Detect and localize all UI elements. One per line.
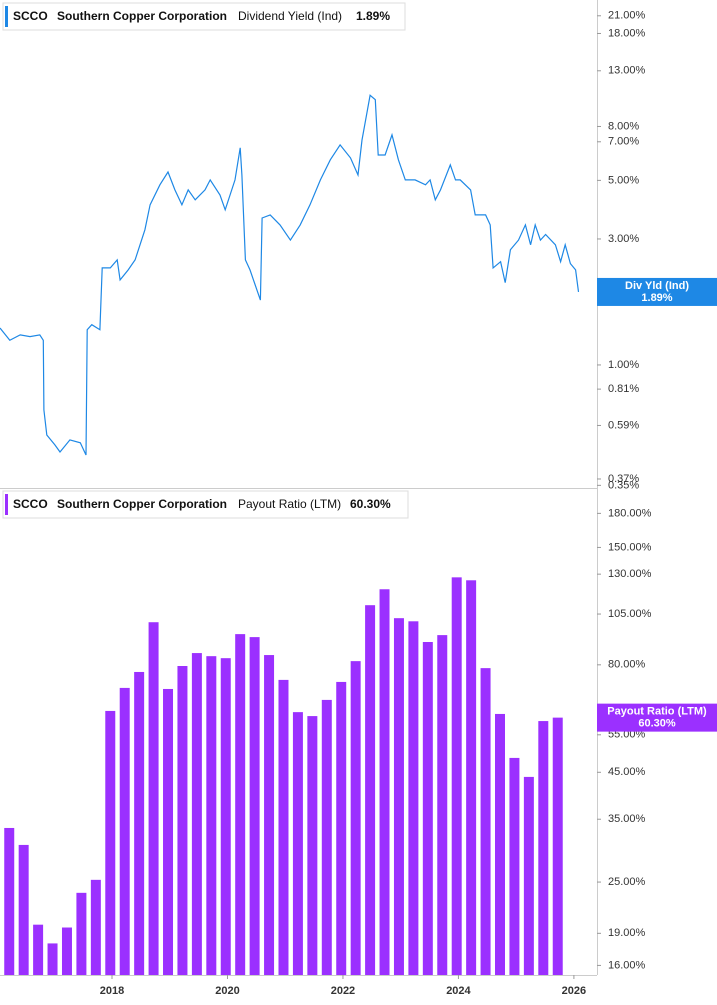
- legend-bottom: SCCO Southern Copper Corporation Payout …: [2, 490, 409, 519]
- value-marker-box: [597, 703, 717, 732]
- bar: [220, 658, 231, 975]
- plot: [4, 577, 563, 975]
- bar: [379, 589, 390, 975]
- bar: [437, 635, 448, 975]
- bar: [422, 642, 433, 975]
- company: Southern Copper Corporation: [57, 497, 227, 511]
- bar: [552, 717, 563, 975]
- ticker: SCCO: [13, 497, 48, 511]
- x-tick-label: 2026: [562, 985, 586, 997]
- y-tick-label: 80.00%: [608, 659, 646, 671]
- legend-top: SCCO Southern Copper Corporation Dividen…: [2, 2, 406, 31]
- y-tick-label: 3.00%: [608, 233, 639, 245]
- bar: [523, 776, 534, 975]
- current-value: 1.89%: [356, 9, 390, 23]
- value-marker: Div Yld (Ind)1.89%: [597, 277, 717, 306]
- bar: [134, 671, 145, 975]
- bar: [480, 668, 491, 975]
- bar: [163, 688, 174, 975]
- y-tick-label: 180.00%: [608, 507, 652, 519]
- y-tick-label: 1.00%: [608, 359, 639, 371]
- y-tick-label: 25.00%: [608, 876, 646, 888]
- bar: [119, 687, 130, 975]
- y-tick-label: 105.00%: [608, 608, 652, 620]
- bar: [191, 653, 202, 975]
- bar: [321, 699, 332, 975]
- bar: [538, 721, 549, 975]
- value-marker-value: 1.89%: [641, 292, 672, 304]
- x-tick-label: 2022: [331, 985, 355, 997]
- bar: [18, 844, 29, 975]
- y-tick-label: 19.00%: [608, 927, 646, 939]
- y-tick-label: 18.00%: [608, 27, 646, 39]
- bar: [408, 621, 419, 975]
- bar: [365, 605, 376, 975]
- y-tick-label: 8.00%: [608, 120, 639, 132]
- bar: [206, 656, 217, 975]
- ticker: SCCO: [13, 9, 48, 23]
- company: Southern Copper Corporation: [57, 9, 227, 23]
- y-tick-label: 0.59%: [608, 419, 639, 431]
- y-tick-label: 5.00%: [608, 174, 639, 186]
- y-tick-label: 55.00%: [608, 729, 646, 741]
- value-marker-box: [597, 277, 717, 306]
- y-tick-label: 7.00%: [608, 136, 639, 148]
- bar: [466, 580, 477, 975]
- legend-swatch: [5, 6, 8, 27]
- bar: [495, 713, 505, 975]
- value-marker-title: Payout Ratio (LTM): [607, 706, 707, 718]
- bar: [336, 681, 347, 975]
- bar: [264, 655, 275, 975]
- bar: [4, 827, 15, 975]
- y-tick-label: 13.00%: [608, 65, 646, 77]
- value-marker-value: 60.30%: [638, 718, 676, 730]
- chart-title: Dividend Yield (Ind): [238, 9, 342, 23]
- bar: [177, 666, 188, 975]
- bar: [350, 661, 361, 975]
- bar: [307, 716, 318, 975]
- bar: [249, 637, 260, 975]
- x-tick-label: 2018: [100, 985, 124, 997]
- value-marker-title: Div Yld (Ind): [625, 280, 689, 292]
- legend-box: [2, 490, 409, 519]
- y-tick-label: 35.00%: [608, 813, 646, 825]
- x-tick-label: 2024: [446, 985, 471, 997]
- bar: [105, 710, 116, 975]
- y-tick-label: 130.00%: [608, 568, 652, 580]
- current-value: 60.30%: [350, 497, 391, 511]
- y-tick-label: 0.35%: [608, 479, 639, 491]
- y-tick-label: 150.00%: [608, 541, 652, 553]
- y-tick-label: 45.00%: [608, 766, 646, 778]
- legend-swatch: [5, 494, 8, 515]
- bar: [393, 618, 404, 975]
- bar: [76, 892, 87, 975]
- bar: [509, 757, 520, 975]
- bar: [451, 577, 462, 975]
- y-tick-label: 0.37%: [608, 473, 639, 485]
- bar: [47, 943, 58, 975]
- line: [0, 94, 580, 456]
- bar: [278, 679, 289, 975]
- bar: [33, 924, 44, 975]
- bar: [292, 712, 303, 975]
- chart-title: Payout Ratio (LTM): [238, 497, 341, 511]
- y-tick-label: 16.00%: [608, 959, 646, 971]
- value-marker: Payout Ratio (LTM)60.30%: [597, 703, 717, 732]
- bar: [61, 927, 72, 975]
- y-tick-label: 21.00%: [608, 10, 646, 22]
- bar: [235, 634, 246, 975]
- legend-box: [2, 2, 406, 31]
- bar: [148, 622, 159, 975]
- plot: [0, 94, 580, 456]
- bar: [90, 879, 101, 975]
- y-tick-label: 0.81%: [608, 383, 639, 395]
- x-tick-label: 2020: [215, 985, 239, 997]
